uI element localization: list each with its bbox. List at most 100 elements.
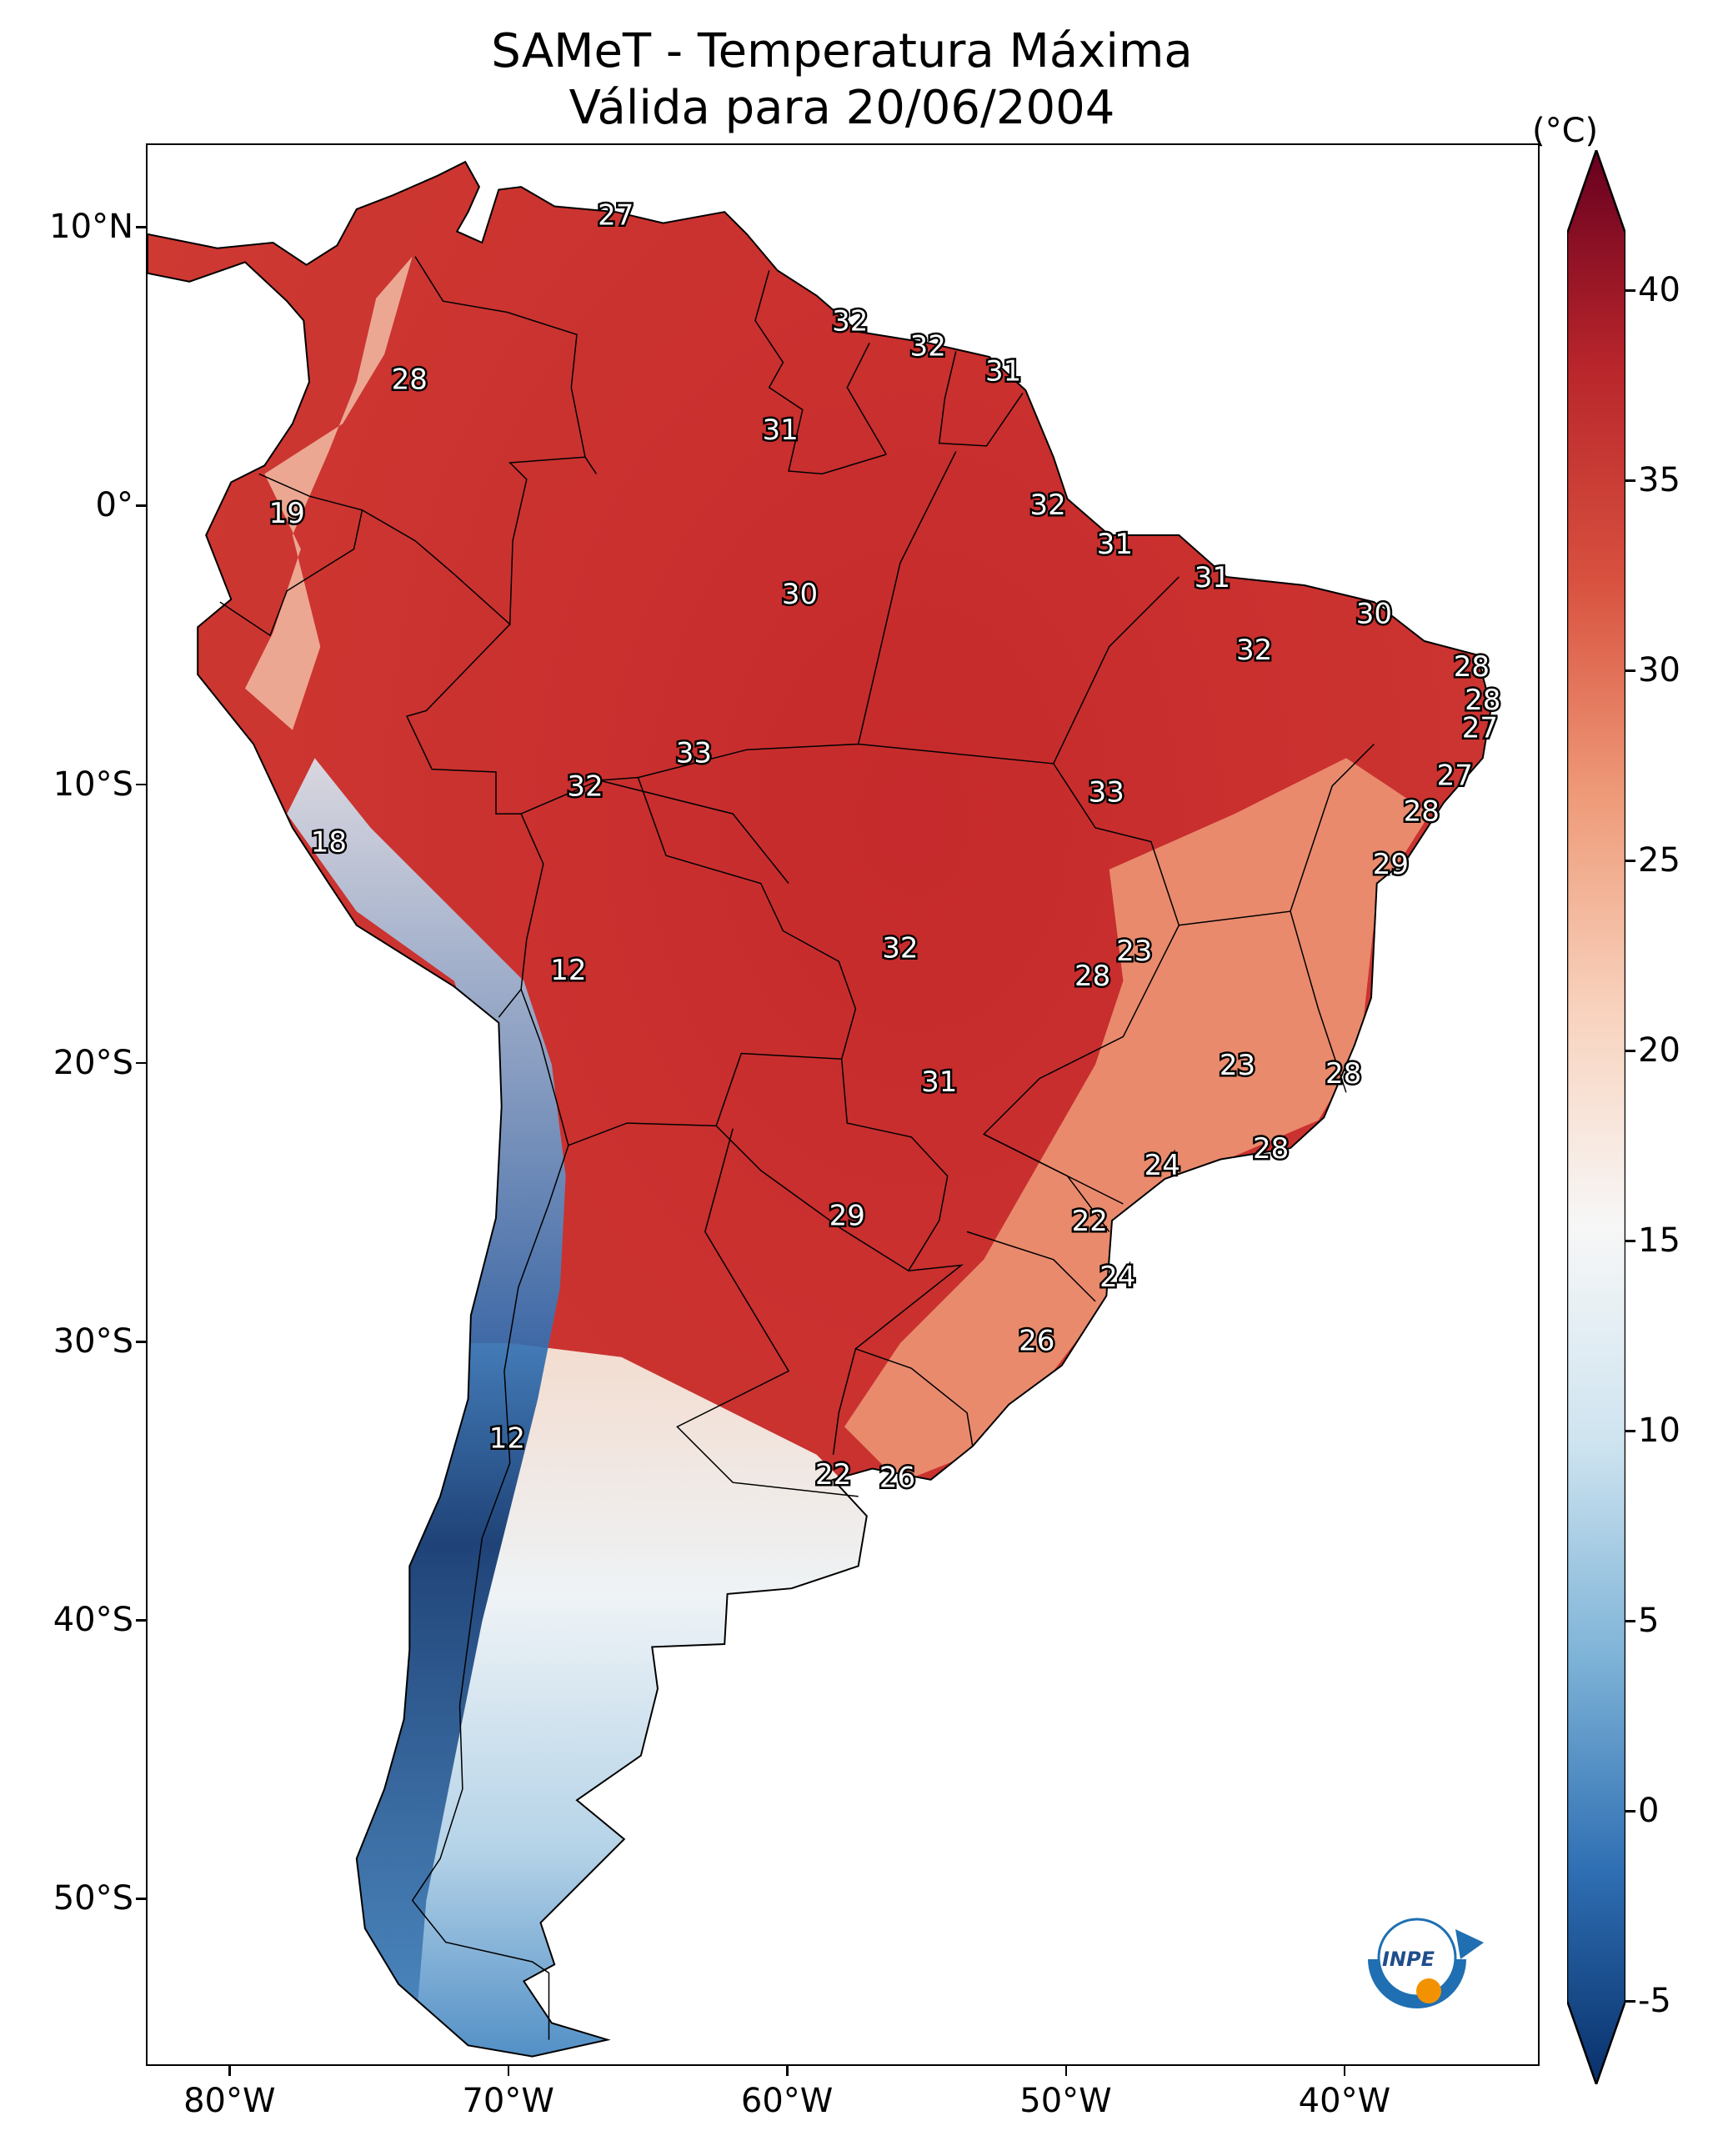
border-line — [1179, 743, 1375, 926]
temperature-field — [148, 162, 1491, 2057]
border-line — [411, 1145, 569, 2040]
svg-text:INPE: INPE — [1382, 1948, 1435, 1971]
temperature-label: 31 — [921, 1065, 957, 1099]
colorbar-tick — [1625, 2000, 1635, 2003]
temperature-label: 22 — [1072, 1205, 1108, 1238]
map-title: SAMeT - Temperatura Máxima — [491, 24, 1193, 78]
temperature-label: 32 — [1029, 489, 1065, 522]
colorbar-tick-label: 10 — [1638, 1411, 1680, 1451]
colorbar-tick-label: 0 — [1638, 1792, 1660, 1831]
temperature-label: 28 — [1253, 1132, 1289, 1166]
temperature-label: 32 — [882, 932, 918, 965]
temperature-label: 26 — [879, 1462, 915, 1495]
border-line — [638, 743, 1180, 1205]
colorbar-tick-label: 40 — [1638, 271, 1680, 310]
temperature-label: 27 — [1462, 712, 1498, 745]
temperature-label: 32 — [832, 305, 868, 338]
temperature-label: 12 — [550, 954, 586, 987]
temperature-label: 22 — [815, 1458, 851, 1492]
temperature-label: 32 — [1236, 634, 1272, 667]
border-line — [854, 1264, 964, 1350]
temperature-label: 29 — [829, 1199, 865, 1232]
temperature-label: 28 — [1404, 795, 1440, 829]
colorbar-tick — [1625, 1810, 1635, 1813]
border-line — [676, 1128, 859, 1497]
temperature-label: 28 — [1465, 684, 1500, 717]
temperature-label: 23 — [1220, 1049, 1255, 1082]
border-line — [754, 270, 887, 475]
colorbar-tick-label: 15 — [1638, 1221, 1680, 1261]
colorbar-tick — [1625, 1240, 1635, 1242]
temperature-label: 30 — [1356, 598, 1392, 631]
temperature-label: 28 — [1325, 1057, 1361, 1091]
temperature-label: 18 — [311, 826, 347, 860]
temperature-label: 28 — [1454, 650, 1490, 684]
temperature-label: 26 — [1019, 1325, 1054, 1358]
latitude-tick-label: 0° — [95, 486, 133, 525]
colorbar-tick — [1625, 1050, 1635, 1052]
border-line — [857, 451, 957, 745]
border-line — [405, 624, 544, 1018]
longitude-tick — [507, 2066, 510, 2076]
latitude-tick — [136, 1341, 146, 1343]
latitude-tick — [136, 226, 146, 228]
colorbar-tick-label: 25 — [1638, 841, 1680, 880]
colorbar-tick-label: -5 — [1638, 1982, 1671, 2020]
border-line — [520, 776, 857, 1146]
latitude-tick — [136, 783, 146, 786]
latitude-tick-label: 10°N — [49, 208, 133, 247]
border-line — [938, 351, 1024, 447]
map-panel: 27 32 32 31 28 31 32 19 31 31 30 30 32 28 28 27 33 27 32 33… — [146, 143, 1540, 2066]
temperature-label: 19 — [269, 497, 305, 530]
colorbar-tick — [1625, 479, 1635, 482]
longitude-tick-label: 70°W — [462, 2082, 554, 2120]
longitude-tick — [1343, 2066, 1346, 2076]
colorbar-unit: (°C) — [1532, 112, 1599, 150]
border-line — [846, 342, 887, 455]
temperature-label: 31 — [985, 355, 1021, 389]
border-line — [966, 1231, 1096, 1302]
colorbar-tick-label: 35 — [1638, 461, 1680, 500]
temperature-label: 23 — [1116, 935, 1152, 968]
political-borders — [219, 256, 1375, 2040]
longitude-tick — [1064, 2066, 1068, 2076]
temperature-label: 30 — [782, 578, 818, 611]
temperature-label: 27 — [1437, 759, 1473, 792]
temperature-label: 29 — [1373, 848, 1409, 881]
temperature-label: 28 — [1074, 960, 1110, 993]
temperature-label: 31 — [762, 414, 798, 447]
temperature-label: 27 — [598, 199, 634, 233]
temperature-label: 31 — [1097, 528, 1133, 561]
colorbar-tick — [1625, 1620, 1635, 1622]
colorbar-tick — [1625, 860, 1635, 862]
temperature-label: 33 — [1089, 775, 1124, 809]
map-subtitle: Válida para 20/06/2004 — [568, 81, 1115, 135]
temperature-label: 33 — [676, 737, 712, 770]
border-line — [219, 473, 363, 637]
temperature-label: 24 — [1099, 1261, 1135, 1294]
temperature-label: 28 — [392, 364, 428, 397]
longitude-tick-label: 60°W — [740, 2082, 834, 2120]
latitude-tick — [136, 504, 146, 507]
inpe-logo: INPE — [1368, 1918, 1484, 2008]
border-line — [599, 780, 789, 885]
colorbar-tick — [1625, 1430, 1635, 1432]
border-line — [362, 456, 586, 626]
latitude-tick-label: 40°S — [53, 1601, 133, 1640]
longitude-tick-label: 40°W — [1298, 2082, 1391, 2120]
colorbar-tick — [1625, 289, 1635, 292]
temperature-label: 24 — [1144, 1149, 1180, 1182]
colorbar-tick-label: 20 — [1638, 1031, 1680, 1070]
temperature-label: 31 — [1195, 561, 1230, 594]
temperature-label: 32 — [567, 770, 603, 804]
border-line — [832, 1347, 974, 1455]
border-line — [1053, 576, 1180, 765]
latitude-tick-label: 30°S — [53, 1322, 133, 1361]
temperature-label: 12 — [489, 1422, 525, 1456]
border-line — [1290, 910, 1347, 1093]
latitude-tick-label: 10°S — [53, 765, 133, 804]
latitude-tick — [136, 1619, 146, 1622]
latitude-tick — [136, 1898, 146, 1900]
